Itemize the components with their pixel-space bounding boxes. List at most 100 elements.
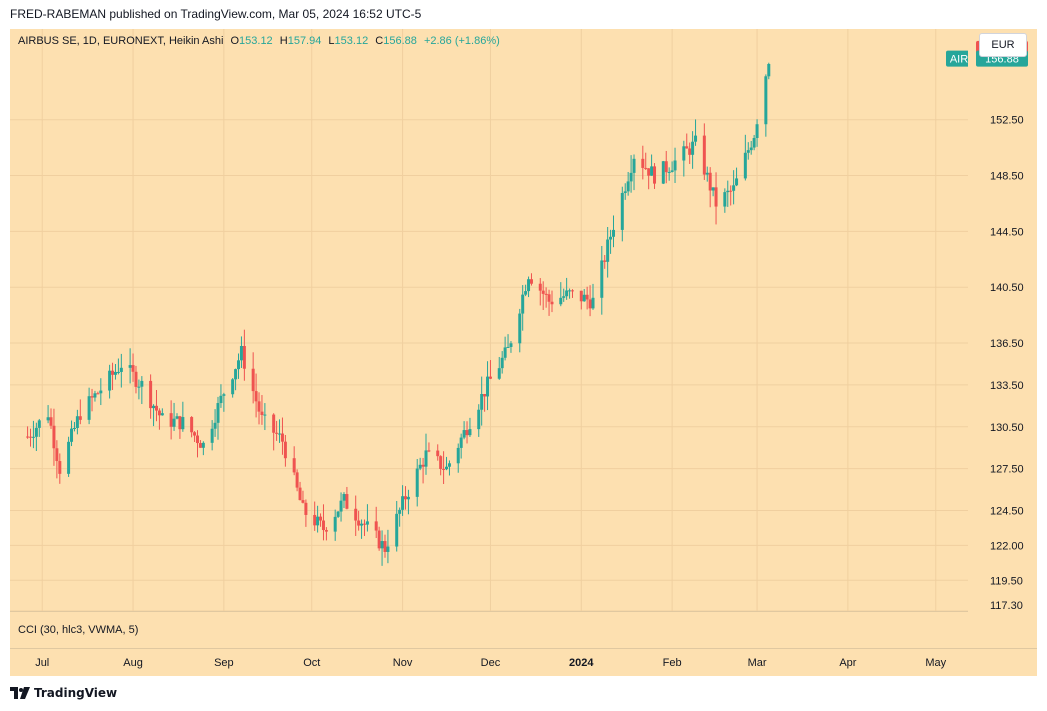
candle-body xyxy=(219,395,223,404)
time-tick-label: Oct xyxy=(303,657,320,669)
candle-body xyxy=(521,294,525,314)
candle-body xyxy=(34,427,38,437)
symbol-tag: AIR xyxy=(946,50,972,67)
candle-body xyxy=(134,371,138,387)
time-axis-svg: Jul Aug Sep Oct Nov Dec 2024 Feb Mar Apr May xyxy=(35,657,946,669)
candle-body xyxy=(301,500,305,503)
candle-body xyxy=(87,396,91,420)
candle-body xyxy=(251,368,255,392)
candle-body xyxy=(160,413,164,416)
candle-body xyxy=(333,516,337,532)
candle-body xyxy=(591,297,595,309)
candle-body xyxy=(688,148,692,155)
candle-body xyxy=(404,496,408,500)
candle-body xyxy=(488,376,492,379)
candle-body xyxy=(140,380,144,387)
candle-body xyxy=(497,368,501,379)
candle-body xyxy=(137,386,141,388)
candle-body xyxy=(401,496,405,510)
vertical-gridlines xyxy=(41,29,937,611)
candle-body xyxy=(612,229,616,237)
candle-body xyxy=(585,294,589,300)
candle-body xyxy=(708,172,712,191)
candle-body xyxy=(418,464,422,469)
low-label: L xyxy=(328,35,335,47)
candle-body xyxy=(588,299,592,309)
candle-body xyxy=(691,141,695,155)
open-label: O xyxy=(230,35,240,47)
price-pane[interactable]: AIR AIRBUS SE, 1D, EURONEXT, Heikin Ashi… xyxy=(10,29,972,612)
candle-body xyxy=(321,520,325,531)
candle-body xyxy=(570,290,574,292)
footer: TradingView xyxy=(10,686,117,700)
candle-body xyxy=(465,430,469,436)
candle-body xyxy=(673,160,677,171)
candle-body xyxy=(647,168,651,176)
price-axis-svg: 152.50 148.50 144.50 140.50 136.50 133.50 130.… xyxy=(976,40,1028,612)
candle-body xyxy=(667,171,671,173)
horizontal-gridlines xyxy=(10,119,968,612)
candle-body xyxy=(111,370,115,375)
candle-body xyxy=(195,435,199,444)
candle-body xyxy=(735,178,739,186)
candle-body xyxy=(524,291,528,295)
candle-body xyxy=(31,436,35,438)
candle-body xyxy=(175,416,179,419)
candle-body xyxy=(641,158,645,168)
candle-body xyxy=(55,448,59,462)
candle-body xyxy=(606,239,610,262)
candle-body xyxy=(324,530,328,532)
candle-body xyxy=(292,458,296,473)
candle-body xyxy=(664,161,668,173)
candle-body xyxy=(749,147,753,151)
publish-header: FRED-RABEMAN published on TradingView.co… xyxy=(10,7,422,21)
candle-body xyxy=(447,463,451,467)
candle-body xyxy=(723,192,727,207)
candle-body xyxy=(242,345,246,369)
price-tick-label: 127.50 xyxy=(990,464,1024,476)
candle-body xyxy=(538,283,542,291)
candle-body xyxy=(603,260,607,262)
candle-body xyxy=(263,414,267,416)
candle-body xyxy=(295,472,299,488)
candle-body xyxy=(506,346,510,348)
candle-body xyxy=(357,520,361,526)
price-tick-label: 133.50 xyxy=(990,380,1024,392)
candle-body xyxy=(90,396,94,398)
footer-brand[interactable]: TradingView xyxy=(34,686,118,700)
candle-body xyxy=(650,166,654,176)
candle-body xyxy=(108,370,112,391)
cci-pane[interactable]: CCI (30, hlc3, VWMA, 5) xyxy=(10,611,968,649)
candle-body xyxy=(336,511,340,517)
candle-body xyxy=(72,427,76,429)
candle-body xyxy=(283,441,287,459)
candle-body xyxy=(395,513,399,547)
candle-body xyxy=(96,393,100,395)
time-tick-label: Sep xyxy=(214,657,234,669)
candle-body xyxy=(541,290,545,294)
price-tick-label: 117.30 xyxy=(990,600,1023,611)
time-tick-label: Dec xyxy=(481,657,501,669)
candle-body xyxy=(278,433,282,435)
symbol-legend: AIRBUS SE, 1D, EURONEXT, Heikin Ashi O15… xyxy=(18,35,500,47)
candle-body xyxy=(694,135,698,142)
candle-body xyxy=(75,416,79,428)
candle-body xyxy=(661,161,665,184)
candle-body xyxy=(767,64,771,77)
candle-body xyxy=(462,430,466,438)
price-axis[interactable]: 152.50 148.50 144.50 140.50 136.50 133.50 130.… xyxy=(968,29,1037,612)
time-axis[interactable]: Jul Aug Sep Oct Nov Dec 2024 Feb Mar Apr May xyxy=(10,648,1037,677)
price-tick-label: 144.50 xyxy=(990,226,1024,238)
candle-body xyxy=(216,403,220,423)
price-chart[interactable]: AIR xyxy=(10,29,972,612)
currency-button[interactable]: EUR xyxy=(979,33,1027,57)
candle-body xyxy=(424,450,428,467)
candle-body xyxy=(201,442,205,448)
candle-body xyxy=(93,393,97,398)
candle-body xyxy=(26,436,30,438)
candle-body xyxy=(746,150,750,153)
candle-body xyxy=(116,371,120,373)
candle-body xyxy=(157,410,161,416)
candle-body xyxy=(237,360,241,370)
candle-body xyxy=(345,494,349,509)
